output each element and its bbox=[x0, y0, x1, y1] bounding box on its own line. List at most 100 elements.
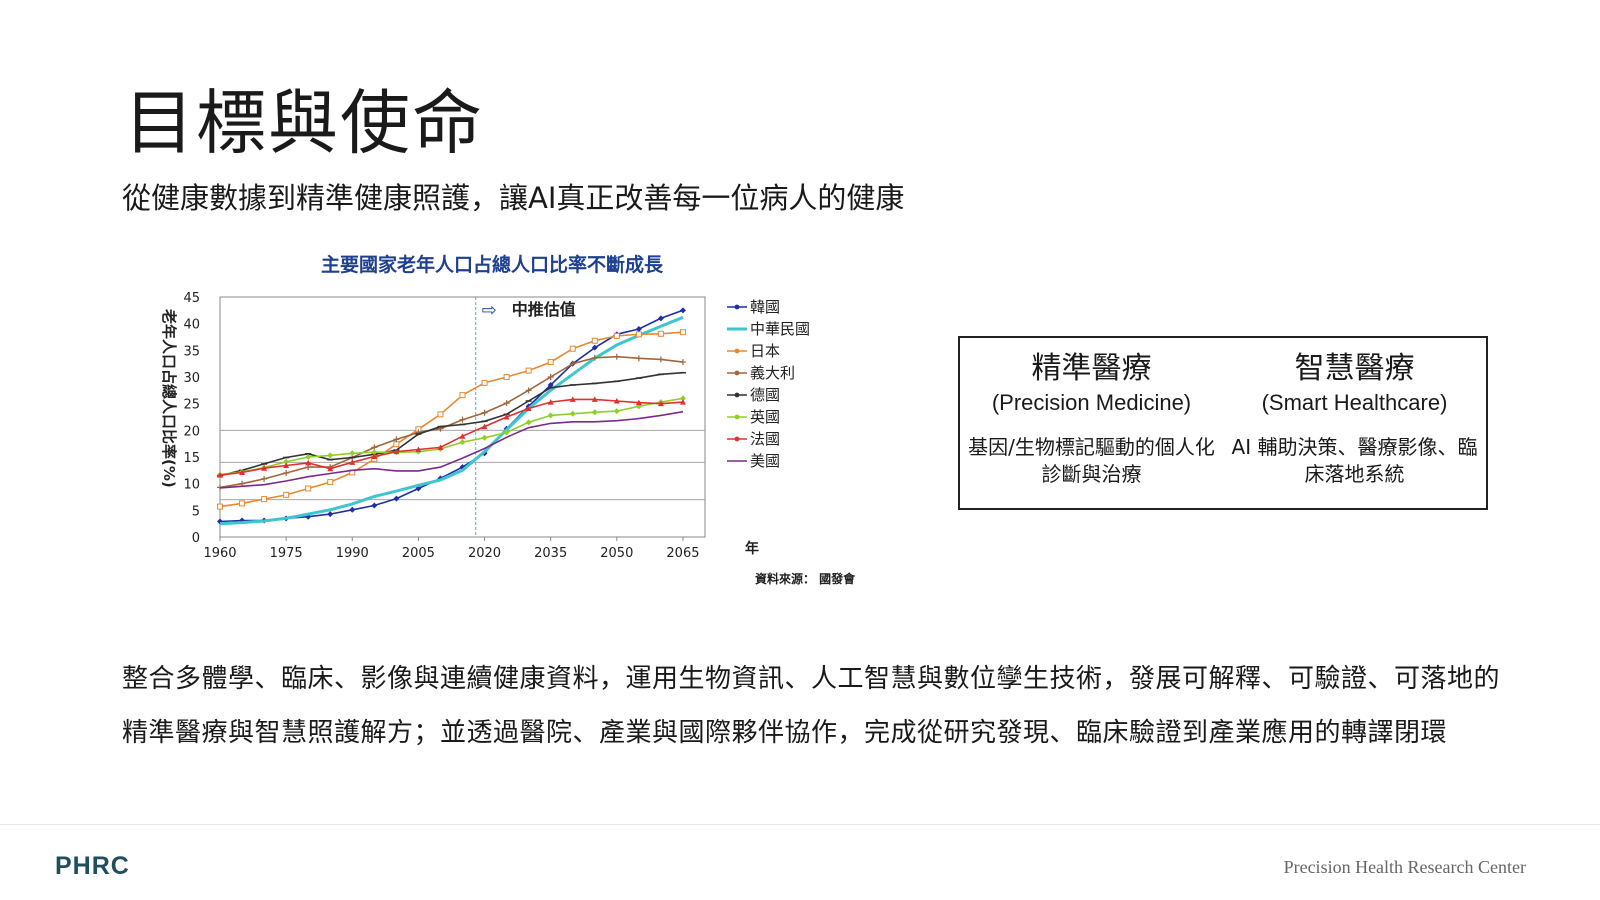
page-title: 目標與使命 bbox=[124, 82, 484, 164]
data-point bbox=[525, 419, 532, 426]
data-point bbox=[437, 444, 444, 450]
aging-chart: 主要國家老年人口占總人口比率不斷成長 ⇨ 中推估值 0 5 10 15 20 25 30 35 40… bbox=[150, 245, 910, 605]
data-point bbox=[679, 359, 686, 366]
series-1: 中華民國 bbox=[219, 315, 810, 526]
data-point bbox=[305, 459, 312, 466]
data-point bbox=[657, 356, 664, 363]
y-tick-label: 30 bbox=[183, 371, 200, 386]
series-line bbox=[219, 355, 684, 489]
data-point bbox=[349, 506, 356, 513]
data-point bbox=[613, 353, 620, 360]
legend-marker bbox=[734, 414, 740, 420]
y-axis-label: 老年人口占總人口比率(%) bbox=[160, 308, 178, 488]
data-point bbox=[569, 345, 576, 352]
data-point bbox=[327, 452, 334, 459]
data-point bbox=[261, 465, 268, 471]
precision-medicine-desc: 基因/生物標記驅動的個人化診斷與治療 bbox=[968, 435, 1215, 487]
data-point bbox=[393, 436, 400, 443]
data-point bbox=[503, 374, 510, 380]
smart-healthcare-column: 智慧醫療 (Smart Healthcare) AI 輔助決策、醫療影像、臨床落… bbox=[1223, 338, 1486, 508]
data-point bbox=[547, 374, 554, 380]
focus-areas-box: 精準醫療 (Precision Medicine) 基因/生物標記驅動的個人化診… bbox=[958, 336, 1488, 510]
aging-chart-svg: 主要國家老年人口占總人口比率不斷成長 ⇨ 中推估值 0 5 10 15 20 25 30 35 40… bbox=[160, 253, 856, 586]
data-point bbox=[547, 359, 554, 366]
y-tick-label: 35 bbox=[183, 344, 200, 359]
data-point bbox=[217, 503, 223, 510]
page-subtitle: 從健康數據到精準健康照護，讓AI真正改善每一位病人的健康 bbox=[122, 181, 905, 215]
data-point bbox=[657, 330, 664, 337]
data-point bbox=[459, 439, 466, 446]
data-point bbox=[503, 429, 510, 436]
data-point bbox=[525, 367, 532, 374]
y-tick-label: 5 bbox=[192, 504, 200, 519]
x-tick-label: 2035 bbox=[534, 546, 567, 561]
data-point bbox=[261, 496, 268, 503]
data-point bbox=[283, 470, 290, 476]
data-point bbox=[503, 414, 510, 420]
data-point bbox=[459, 392, 466, 399]
data-point bbox=[635, 399, 642, 406]
footer-center-name: Precision Health Research Center bbox=[1283, 857, 1526, 877]
legend-label: 英國 bbox=[750, 408, 780, 426]
series-line bbox=[219, 331, 684, 508]
x-tick-label: 2005 bbox=[402, 546, 435, 561]
data-point bbox=[613, 332, 620, 339]
data-point bbox=[591, 337, 598, 344]
x-axis-label: 年 bbox=[745, 540, 759, 557]
series-line bbox=[219, 410, 684, 489]
y-tick-label: 20 bbox=[183, 424, 200, 439]
series-line bbox=[219, 398, 684, 476]
x-tick-label: 2065 bbox=[666, 546, 699, 561]
data-point bbox=[283, 462, 290, 469]
data-point bbox=[261, 475, 268, 482]
legend-marker bbox=[734, 370, 740, 376]
y-tick-label: 10 bbox=[183, 478, 200, 493]
precision-medicine-subtitle: (Precision Medicine) bbox=[991, 389, 1192, 415]
data-point bbox=[613, 398, 620, 404]
data-point bbox=[613, 408, 620, 415]
legend-label: 日本 bbox=[750, 342, 780, 360]
data-point bbox=[525, 405, 532, 411]
data-point bbox=[679, 307, 686, 314]
data-point bbox=[327, 465, 334, 472]
chart-title: 主要國家老年人口占總人口比率不斷成長 bbox=[321, 253, 664, 276]
y-tick-label: 15 bbox=[183, 451, 200, 466]
data-point bbox=[503, 400, 510, 407]
data-point bbox=[371, 502, 378, 509]
x-tick-label: 2020 bbox=[468, 546, 501, 561]
data-point bbox=[679, 395, 686, 402]
data-point bbox=[679, 329, 686, 336]
data-point bbox=[393, 495, 400, 502]
y-tick-label: 0 bbox=[192, 531, 200, 546]
data-point bbox=[305, 454, 312, 460]
x-tick-label: 1960 bbox=[203, 546, 236, 561]
data-point bbox=[349, 450, 356, 457]
series-4: 德國 bbox=[217, 371, 780, 477]
data-point bbox=[569, 396, 576, 402]
data-point bbox=[591, 354, 598, 361]
data-point bbox=[547, 399, 554, 405]
y-tick-label: 45 bbox=[183, 291, 200, 306]
projection-arrow-icon: ⇨ bbox=[482, 300, 497, 321]
legend-marker bbox=[734, 348, 740, 354]
mission-paragraph: 整合多體學、臨床、影像與連續健康資料，運用生物資訊、人工智慧與數位孿生技術，發展… bbox=[122, 664, 1501, 748]
data-point bbox=[415, 446, 422, 453]
data-point bbox=[525, 387, 532, 394]
data-point bbox=[371, 453, 378, 459]
y-tick-label: 25 bbox=[183, 398, 200, 413]
data-point bbox=[635, 331, 642, 338]
source-note: 資料來源： 國發會 bbox=[755, 571, 856, 586]
legend-label: 義大利 bbox=[750, 364, 795, 382]
smart-healthcare-desc: AI 輔助決策、醫療影像、臨床落地系統 bbox=[1231, 435, 1478, 487]
data-point bbox=[283, 491, 290, 498]
data-point bbox=[217, 472, 223, 478]
data-point bbox=[327, 479, 334, 486]
data-point bbox=[657, 400, 664, 407]
data-point bbox=[393, 441, 400, 448]
data-point bbox=[393, 448, 400, 455]
series-2: 日本 bbox=[217, 329, 780, 510]
data-point bbox=[547, 382, 554, 388]
x-tick-label: 2050 bbox=[600, 546, 633, 561]
data-point bbox=[591, 344, 598, 351]
legend-marker bbox=[734, 436, 740, 442]
